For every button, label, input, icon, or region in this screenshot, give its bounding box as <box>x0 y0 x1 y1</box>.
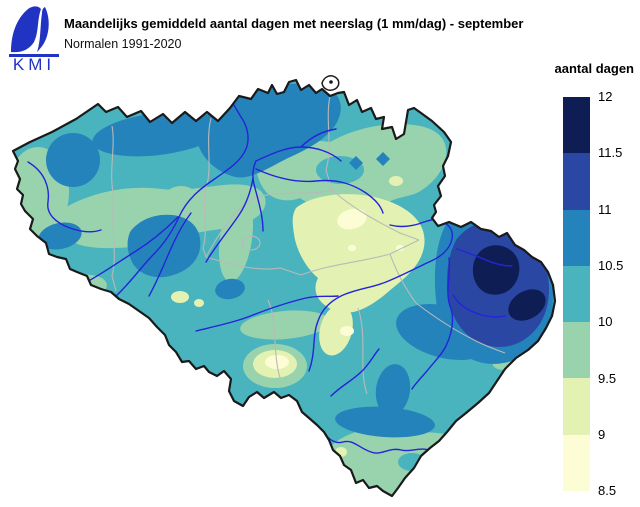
legend-tick-label: 8.5 <box>598 483 617 499</box>
legend-band <box>563 434 590 492</box>
legend-bar <box>563 97 590 492</box>
logo-underline <box>9 54 59 57</box>
contour-region <box>319 304 353 356</box>
contour-region <box>375 364 411 416</box>
contour-region <box>196 83 341 178</box>
river-line <box>27 161 102 233</box>
page-subtitle: Normalen 1991-2020 <box>64 37 182 51</box>
legend-band <box>563 209 590 266</box>
contour-region <box>389 176 403 186</box>
legend-tick-label: 12 <box>598 89 613 104</box>
province-borders <box>111 95 506 395</box>
river-line <box>148 212 192 297</box>
contour-region <box>337 208 367 230</box>
river-line <box>308 218 454 372</box>
river-line <box>300 128 337 148</box>
legend-tick-label: 9 <box>598 426 606 442</box>
river-line <box>456 248 513 267</box>
river-line <box>255 168 384 214</box>
province-border-line <box>111 125 117 292</box>
contour-region <box>92 111 224 157</box>
contour-region <box>38 222 82 250</box>
logo-right-sail <box>37 7 49 52</box>
province-border-line <box>202 117 212 258</box>
legend-tick-label: 10 <box>598 314 613 330</box>
kmi-logo: KMI <box>9 6 59 72</box>
river-line <box>411 257 454 390</box>
province-border-line <box>389 253 417 304</box>
legend-band <box>563 97 590 154</box>
legend-tick-label: 11 <box>598 201 612 217</box>
province-border-line <box>241 235 261 251</box>
contour-region <box>348 245 356 251</box>
page-title: Maandelijks gemiddeld aantal dagen met n… <box>64 16 524 31</box>
province-border-line <box>300 239 420 276</box>
province-border-line <box>357 307 368 395</box>
province-border-line <box>415 302 506 354</box>
legend-tick-label: 10.5 <box>598 257 624 273</box>
river-line <box>252 160 264 232</box>
river-line <box>84 216 179 284</box>
logo-left-sail <box>11 6 41 53</box>
contour-region <box>194 299 204 307</box>
river-line <box>115 99 249 297</box>
contour-region <box>376 152 390 166</box>
contour-region <box>340 326 354 336</box>
contour-region <box>240 310 330 340</box>
province-border-line <box>205 256 302 276</box>
contour-region <box>46 133 100 187</box>
contour-fills <box>13 80 555 496</box>
contour-region <box>171 291 189 303</box>
legend-band <box>563 265 590 323</box>
contour-region <box>127 214 201 278</box>
contour-region <box>472 245 520 295</box>
province-border-line <box>205 189 333 258</box>
contour-region <box>215 278 245 300</box>
legend-tick-label: 9.5 <box>598 370 617 386</box>
baarle-enclave <box>321 75 340 91</box>
contour-region <box>163 186 199 214</box>
contour-region <box>349 156 363 170</box>
legend-ticks: 12 11.5 11 10.5 10 9.5 9 8.5 <box>598 89 638 499</box>
legend-band <box>563 322 590 379</box>
contour-region <box>508 289 546 321</box>
contour-region <box>396 245 404 251</box>
country-outline <box>11 78 557 498</box>
province-border-line <box>325 95 333 191</box>
contour-region <box>292 194 425 313</box>
river-line <box>205 177 254 263</box>
contour-region <box>335 406 435 438</box>
river-line <box>330 348 380 397</box>
river-line <box>452 294 506 318</box>
legend-tick-label: 11.5 <box>598 145 623 161</box>
legend-band <box>563 378 590 435</box>
rivers <box>27 99 513 454</box>
legend-band <box>563 153 590 210</box>
logo-text: KMI <box>13 55 55 72</box>
legend-title: aantal dagen <box>554 61 634 76</box>
enclave-dot <box>329 80 333 84</box>
province-border-line <box>331 189 420 241</box>
contour-region <box>219 194 253 282</box>
river-line <box>195 295 339 332</box>
province-border-line <box>267 299 281 379</box>
